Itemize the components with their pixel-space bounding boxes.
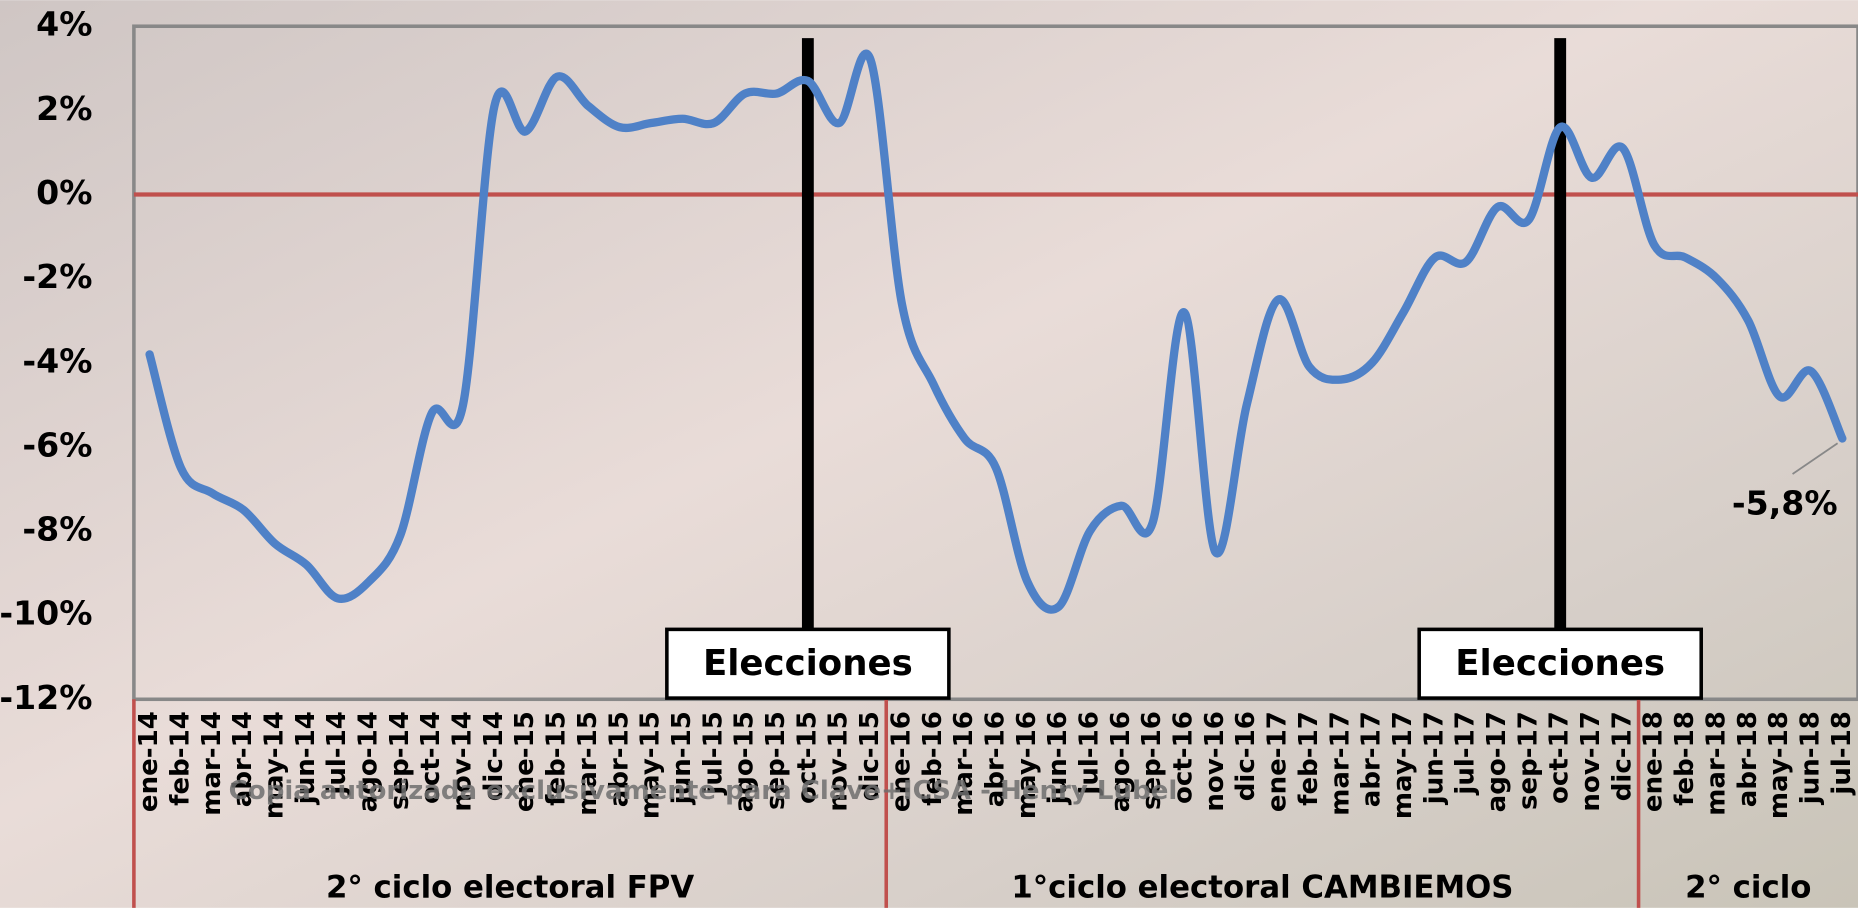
y-tick-label: -4% — [22, 341, 92, 380]
x-tick-label: jun-17 — [1419, 711, 1449, 805]
x-tick-label: feb-16 — [918, 711, 948, 806]
y-tick-label: -2% — [22, 257, 92, 296]
x-tick-label: ago-17 — [1482, 711, 1512, 812]
x-tick-label: abr-18 — [1733, 711, 1763, 807]
x-tick-label: ago-16 — [1106, 711, 1136, 812]
x-tick-label: jun-16 — [1043, 711, 1073, 805]
y-tick-label: -8% — [22, 510, 92, 549]
period-label: 2° ciclo — [1685, 869, 1811, 905]
x-tick-label: mar-16 — [949, 711, 979, 816]
x-tick-label: may-16 — [1012, 711, 1042, 819]
x-tick-label: oct-16 — [1169, 711, 1199, 804]
x-tick-label: oct-17 — [1545, 711, 1575, 804]
x-tick-label: may-15 — [636, 711, 666, 819]
x-tick-label: jul-17 — [1451, 711, 1481, 795]
x-tick-label: nov-16 — [1200, 711, 1230, 811]
x-tick-label: may-18 — [1764, 711, 1794, 819]
x-tick-label: sep-15 — [761, 711, 791, 810]
x-tick-label: dic-17 — [1607, 711, 1637, 801]
x-tick-label: nov-15 — [824, 711, 854, 811]
y-tick-label: 0% — [36, 173, 92, 212]
data-line — [145, 49, 1847, 614]
x-tick-label: dic-16 — [1231, 711, 1261, 801]
x-tick-label: may-14 — [259, 711, 289, 819]
x-tick-label: jun-14 — [291, 711, 321, 805]
election-label: Elecciones — [703, 643, 913, 684]
x-tick-label: nov-17 — [1576, 711, 1606, 811]
x-tick-label: abr-15 — [604, 711, 634, 807]
x-tick-label: mar-18 — [1701, 711, 1731, 816]
x-tick-label: sep-16 — [1137, 711, 1167, 810]
x-tick-label: jul-16 — [1074, 711, 1104, 795]
x-tick-label: nov-14 — [448, 711, 478, 811]
x-tick-label: dic-14 — [479, 711, 509, 801]
x-tick-label: sep-14 — [385, 711, 415, 810]
x-tick-label: oct-15 — [792, 711, 822, 804]
x-tick-label: feb-14 — [165, 711, 195, 806]
election-box — [665, 627, 951, 700]
y-tick-label: 4% — [36, 5, 92, 44]
x-tick-label: jul-14 — [322, 711, 352, 795]
x-tick-label: ene-16 — [886, 711, 916, 812]
x-tick-label: feb-18 — [1670, 711, 1700, 806]
x-tick-label: jun-18 — [1795, 711, 1825, 805]
x-tick-label: ene-17 — [1263, 711, 1293, 812]
x-tick-label: mar-17 — [1325, 711, 1355, 816]
value-label: -5,8% — [1732, 483, 1838, 522]
x-tick-label: feb-15 — [542, 711, 572, 806]
period-label: 1°ciclo electoral CAMBIEMOS — [1011, 869, 1513, 905]
election-label: Elecciones — [1455, 643, 1665, 684]
period-label: 2° ciclo electoral FPV — [326, 869, 694, 905]
watermark: Copia autorizada exclusivamente para Cla… — [229, 776, 1178, 806]
x-tick-label: jul-18 — [1827, 711, 1857, 795]
x-tick-label: ago-14 — [354, 711, 384, 812]
y-tick-label: 2% — [36, 89, 92, 128]
x-tick-label: jul-15 — [698, 711, 728, 795]
x-tick-label: mar-15 — [573, 711, 603, 816]
election-box — [1417, 627, 1703, 700]
x-tick-label: oct-14 — [416, 711, 446, 804]
leader-line — [1792, 442, 1839, 475]
x-tick-label: ene-18 — [1639, 711, 1669, 812]
x-tick-label: jun-15 — [667, 711, 697, 805]
x-tick-label: may-17 — [1388, 711, 1418, 819]
y-tick-label: -12% — [0, 678, 92, 717]
x-tick-label: ago-15 — [730, 711, 760, 812]
x-tick-label: ene-15 — [510, 711, 540, 812]
x-tick-label: ene-14 — [134, 711, 164, 812]
y-tick-label: -6% — [22, 425, 92, 464]
x-tick-label: mar-14 — [197, 711, 227, 816]
x-tick-label: abr-17 — [1357, 711, 1387, 807]
x-tick-label: abr-14 — [228, 711, 258, 807]
x-tick-label: abr-16 — [980, 711, 1010, 807]
x-tick-label: sep-17 — [1513, 711, 1543, 810]
x-tick-label: feb-17 — [1294, 711, 1324, 806]
x-tick-label: dic-15 — [855, 711, 885, 801]
y-tick-label: -10% — [0, 594, 92, 633]
